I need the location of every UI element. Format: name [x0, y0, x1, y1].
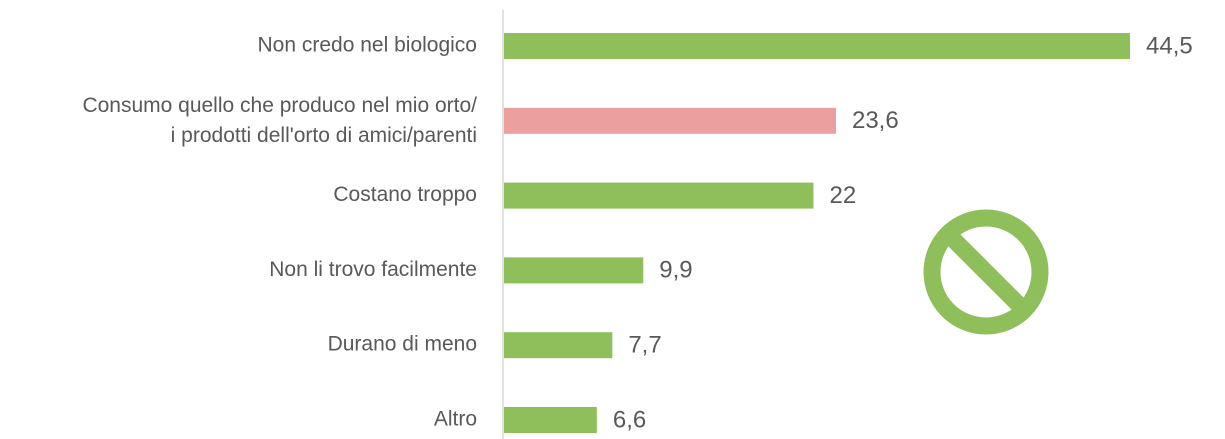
data-label: 23,6 — [852, 107, 899, 134]
bar — [504, 257, 644, 284]
data-label: 9,9 — [659, 257, 692, 284]
y-tick-label: Durano di meno — [328, 333, 477, 356]
data-label: 6,6 — [613, 406, 646, 433]
data-label: 44,5 — [1146, 32, 1193, 59]
y-tick-label-line: i prodotti dell'orto di amici/parenti — [171, 123, 477, 146]
bar — [504, 332, 613, 359]
y-tick-label-line: Consumo quello che produco nel mio orto/ — [82, 93, 477, 116]
y-tick-label: Costano troppo — [333, 183, 477, 206]
data-label: 7,7 — [628, 332, 661, 359]
icon — [923, 209, 1049, 335]
bar — [504, 33, 1130, 59]
y-tick-label: Non li trovo facilmente — [269, 258, 477, 281]
y-tick-label: Altro — [434, 408, 477, 431]
bar — [504, 182, 814, 209]
bar — [504, 407, 597, 433]
data-label: 22 — [829, 182, 856, 209]
y-tick-label: Non credo nel biologico — [258, 34, 477, 57]
y-tick-label: Consumo quello che produco nel mio orto/… — [82, 93, 477, 146]
bar — [504, 107, 836, 134]
